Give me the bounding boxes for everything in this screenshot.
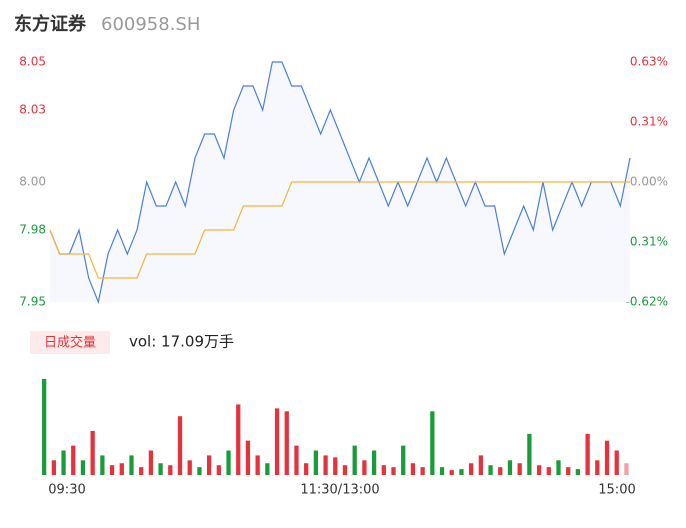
volume-bar [129, 455, 134, 475]
volume-bar [51, 460, 56, 475]
volume-bar [226, 450, 231, 475]
y2-tick-label: -0.62% [626, 295, 668, 309]
volume-bar [371, 450, 377, 475]
volume-bar [158, 463, 163, 475]
volume-bar [168, 465, 173, 475]
x-tick-label: 11:30/13:00 [300, 483, 379, 498]
volume-bar [197, 467, 202, 475]
volume-bar [342, 465, 348, 475]
volume-bar [595, 460, 600, 475]
volume-bar [80, 460, 86, 475]
stock-code: 600958.SH [101, 14, 200, 35]
volume-bar [294, 445, 299, 475]
volume-bar [517, 463, 522, 475]
volume-bar [216, 465, 221, 475]
volume-bar [410, 463, 416, 475]
stock-name: 东方证券 [14, 13, 87, 35]
volume-bar [449, 470, 454, 475]
volume-bar [439, 467, 445, 475]
volume-bar [42, 378, 47, 475]
volume-bar [333, 457, 338, 475]
volume-bar [430, 411, 435, 475]
volume-bar [614, 450, 619, 475]
volume-bar [391, 467, 396, 475]
volume-bar [245, 440, 251, 475]
volume-summary: vol: 17.09万手 [129, 333, 234, 351]
volume-bar [148, 450, 154, 475]
volume-bar [401, 445, 406, 475]
volume-bar [536, 465, 542, 475]
y-tick-label: 8.03 [19, 103, 46, 117]
y-tick-label: 8.05 [19, 55, 46, 69]
volume-bar [498, 467, 503, 475]
volume-bar [420, 467, 425, 475]
volume-bar [323, 455, 328, 475]
volume-bar [362, 460, 367, 475]
volume-bar [255, 455, 260, 475]
volume-bar [236, 404, 241, 475]
volume-bar [274, 408, 280, 475]
y-tick-label: 7.98 [19, 223, 46, 237]
volume-bar [556, 460, 561, 475]
volume-bar [119, 463, 124, 475]
y-tick-label: 8.00 [19, 175, 46, 189]
volume-bar [100, 455, 105, 475]
volume-bar [265, 463, 270, 475]
volume-bar [488, 465, 493, 475]
volume-bar [575, 469, 581, 475]
volume-bar [527, 433, 532, 475]
price-line [49, 61, 631, 305]
volume-bar [507, 460, 513, 475]
volume-bar [71, 445, 76, 475]
volume-badge-bg [30, 331, 110, 354]
y2-tick-label: 0.63% [630, 55, 668, 69]
volume-bar [478, 455, 483, 475]
volume-bar [284, 411, 289, 475]
volume-bar [139, 467, 144, 475]
avg-line [49, 181, 630, 279]
volume-bar [206, 455, 212, 475]
volume-bar [459, 469, 464, 475]
volume-bar [585, 433, 590, 475]
volume-bar [381, 465, 386, 475]
volume-bar [304, 463, 309, 475]
y2-tick-label: -0.31% [626, 235, 668, 249]
volume-bar [604, 440, 610, 475]
volume-bar [109, 465, 115, 475]
volume-bar [90, 430, 95, 475]
y2-tick-label: 0.31% [630, 115, 668, 129]
volume-bar [546, 467, 551, 475]
y2-tick-label: 0.00% [630, 175, 668, 189]
volume-bar [313, 450, 319, 475]
volume-bar [352, 445, 357, 475]
x-tick-label: 15:00 [598, 483, 635, 498]
volume-badge: 日成交量 [44, 335, 96, 351]
volume-bar [61, 450, 66, 475]
y-tick-label: 7.95 [19, 295, 46, 309]
volume-bar [469, 463, 474, 475]
volume-bar [187, 460, 192, 475]
volume-bar [566, 467, 571, 475]
volume-bar [624, 463, 629, 475]
volume-bar [177, 416, 183, 475]
x-tick-label: 09:30 [48, 483, 85, 498]
